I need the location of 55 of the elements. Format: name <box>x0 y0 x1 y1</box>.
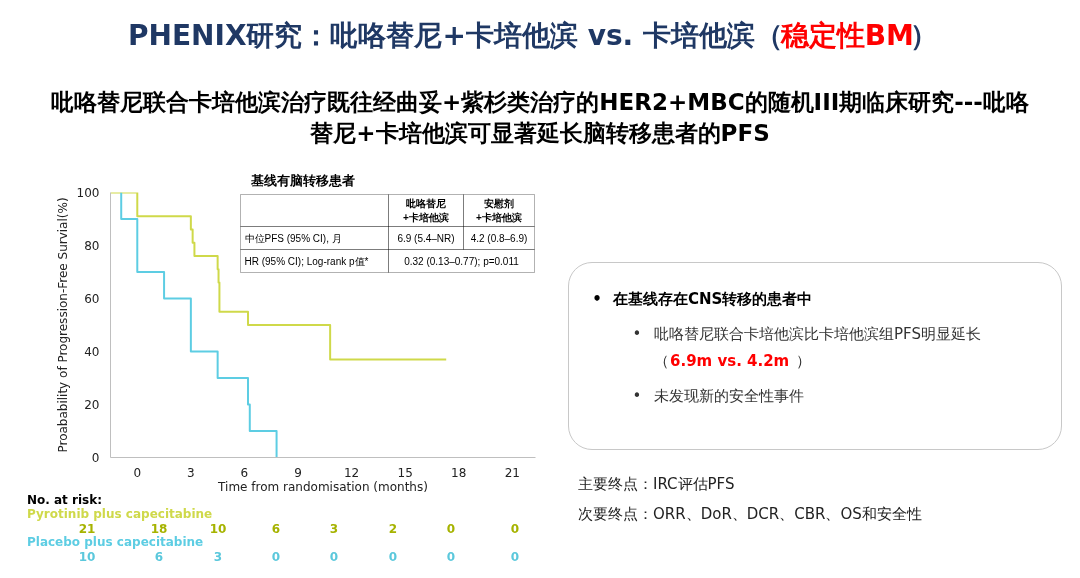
text: 6.9m vs. 4.2m <box>670 350 790 372</box>
text: 0 <box>446 548 456 566</box>
text: 6 <box>271 520 281 538</box>
text: （ <box>654 350 669 372</box>
text: No. at risk: <box>27 491 102 508</box>
text: 0 <box>329 548 339 566</box>
annotation: 安慰剂 +卡培他滨 <box>476 197 522 224</box>
text: 10 <box>78 549 96 566</box>
text: 2 <box>388 520 398 538</box>
text: 基线有脑转移患者 <box>249 172 355 188</box>
annotation: 中位PFS (95% CI), 月 <box>244 232 342 244</box>
annotation: 0.32 (0.13–0.77); p=0.011 <box>404 255 520 267</box>
x-tick-label: 21 <box>504 465 520 480</box>
text: 在基线存在CNS转移的患者中 <box>613 288 813 310</box>
y-tick-label: 0 <box>91 451 100 465</box>
text: 0 <box>388 548 398 566</box>
text: 3 <box>213 548 223 566</box>
annotation: 吡咯替尼 +卡培他滨 <box>403 197 449 224</box>
annotation: HR (95% CI); Log-rank p值* <box>244 255 369 267</box>
text: • <box>632 323 642 345</box>
annotation: 4.2 (0.8–6.9) <box>470 232 528 244</box>
text: 3 <box>329 520 339 538</box>
text: 主要终点：IRC评估PFS <box>578 473 735 495</box>
annotation: 6.9 (5.4–NR) <box>397 232 455 244</box>
text: 18 <box>150 521 168 536</box>
text: 0 <box>446 520 456 538</box>
x-tick-label: 6 <box>240 465 249 480</box>
chart-subtitle: 吡咯替尼联合卡培他滨治疗既往经曲妥+紫杉类治疗的HER2+MBC的随机III期临床研究---吡咯替尼+卡培他滨可显著延长脑转移患者的PFS <box>50 87 1030 148</box>
text: 0 <box>510 520 520 538</box>
x-tick-label: 9 <box>294 465 302 480</box>
x-tick-label: 0 <box>133 465 142 480</box>
text: ） <box>796 350 811 372</box>
y-tick-label: 100 <box>76 186 100 200</box>
y-tick-label: 60 <box>84 292 100 306</box>
text: 10 <box>209 521 227 538</box>
text: • <box>632 385 642 407</box>
text: • <box>592 288 602 310</box>
text: 未发现新的安全性事件 <box>654 385 804 407</box>
text: 6 <box>154 549 164 566</box>
text: Placebo plus capecitabine <box>27 533 204 551</box>
y-axis-title: Proabability of Progression-Free Survial(%) <box>55 197 70 453</box>
text: 吡咯替尼联合卡培他滨比卡培他滨组PFS明显延长 <box>654 323 981 345</box>
text: 0 <box>271 548 281 566</box>
x-tick-label: 15 <box>397 465 413 480</box>
text: 0 <box>510 548 520 566</box>
y-tick-label: 20 <box>84 398 100 412</box>
text: Pyrotinib plus capecitabine <box>27 505 213 523</box>
text: 次要终点：ORR、DoR、DCR、CBR、OS和安全性 <box>578 503 922 525</box>
x-axis-title: Time from randomisation (months) <box>217 479 428 494</box>
x-tick-label: 12 <box>343 465 360 480</box>
text: 21 <box>78 521 96 536</box>
x-tick-label: 3 <box>187 465 195 480</box>
x-tick-label: 18 <box>451 465 467 480</box>
y-tick-label: 80 <box>84 239 100 253</box>
y-tick-label: 40 <box>84 345 100 359</box>
